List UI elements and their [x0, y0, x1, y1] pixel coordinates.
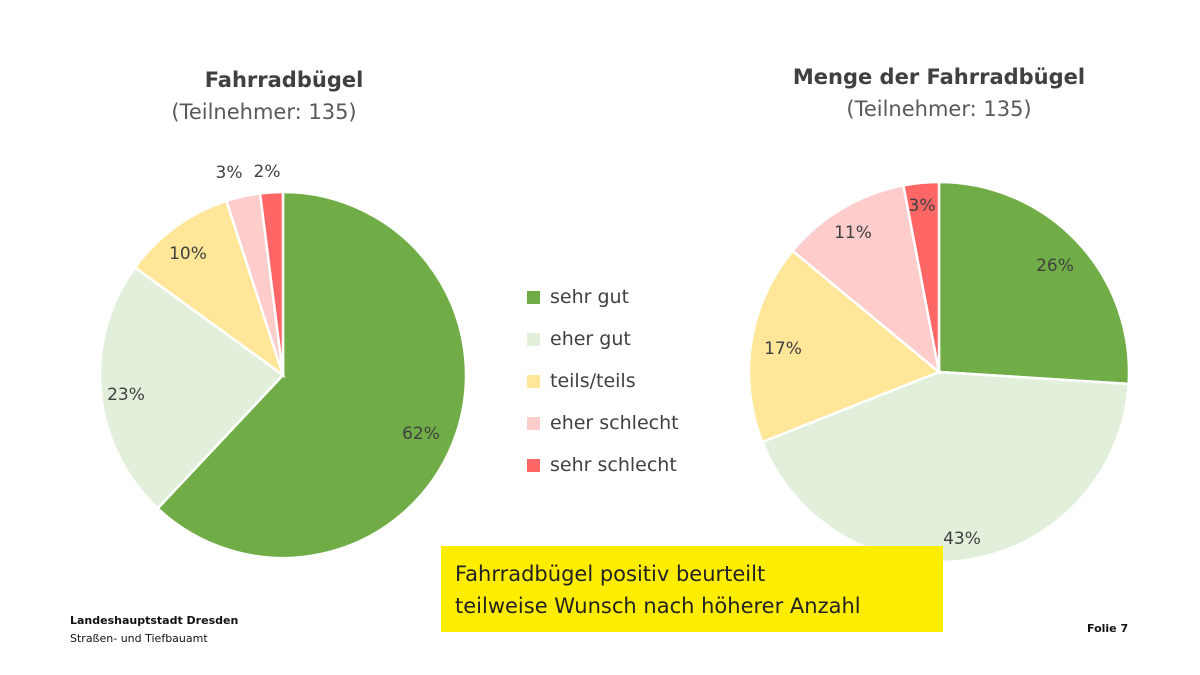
pie-1-label-sehr-gut: 62% [402, 424, 440, 444]
legend-label: eher schlecht [550, 412, 679, 434]
legend-label: eher gut [550, 328, 631, 350]
legend-label: sehr schlecht [550, 454, 677, 476]
chart-2-title: Menge der Fahrradbügel [792, 65, 1086, 89]
slide-number: Folie 7 [1087, 622, 1129, 635]
pie-2-slice-sehr-gut [937, 180, 1131, 386]
legend-item-teils-teils: teils/teils [527, 360, 679, 402]
legend-item-sehr-schlecht: sehr schlecht [527, 444, 679, 486]
pie-1-slice-eher-gut [98, 265, 285, 511]
pie-2-label-teils-teils: 17% [764, 339, 802, 359]
pie-2-label-eher-schlecht: 11% [834, 223, 872, 243]
pie-2-label-eher-gut: 43% [943, 529, 981, 549]
pie-1-slice-teils-teils [133, 199, 286, 379]
pie-2-slice-sehr-schlecht [901, 180, 941, 373]
pie-2-label-sehr-schlecht: 3% [909, 196, 936, 216]
legend-swatch [527, 374, 540, 388]
chart-2-subtitle: (Teilnehmer: 135) [846, 97, 1032, 121]
pie-2-slice-eher-schlecht [790, 183, 941, 376]
legend-swatch [527, 290, 540, 304]
legend-label: sehr gut [550, 286, 630, 308]
legend: sehr gut eher gut teils/teils eher schle… [527, 276, 679, 486]
legend-item-sehr-gut: sehr gut [527, 276, 679, 318]
chart-1-title: Fahrradbügel [204, 68, 364, 92]
callout-line-1: Fahrradbügel positiv beurteilt [455, 562, 766, 586]
legend-item-eher-gut: eher gut [527, 318, 679, 360]
pie-1-slice-sehr-schlecht [258, 190, 285, 376]
legend-swatch [527, 416, 540, 430]
pie-1-slice-sehr-gut [155, 190, 468, 560]
footer-department: Straßen- und Tiefbauamt [70, 632, 208, 645]
pie-2-slice-teils-teils [747, 249, 942, 444]
pie-2-slice-eher-gut [760, 370, 1130, 564]
summary-callout: Fahrradbügel positiv beurteilt teilweise… [441, 546, 943, 632]
callout-line-2: teilweise Wunsch nach höherer Anzahl [455, 594, 861, 618]
footer-organization: Landeshauptstadt Dresden [70, 614, 239, 627]
chart-1-subtitle: (Teilnehmer: 135) [171, 100, 357, 124]
pie-1-label-eher-schlecht: 3% [216, 163, 243, 183]
pie-1-label-sehr-schlecht: 2% [254, 162, 281, 182]
pie-1-label-eher-gut: 23% [107, 385, 145, 405]
pie-1-label-teils-teils: 10% [169, 244, 207, 264]
legend-item-eher-schlecht: eher schlecht [527, 402, 679, 444]
legend-swatch [527, 332, 540, 346]
pie-2-label-sehr-gut: 26% [1036, 256, 1074, 276]
legend-swatch [527, 458, 540, 472]
legend-label: teils/teils [550, 370, 636, 392]
